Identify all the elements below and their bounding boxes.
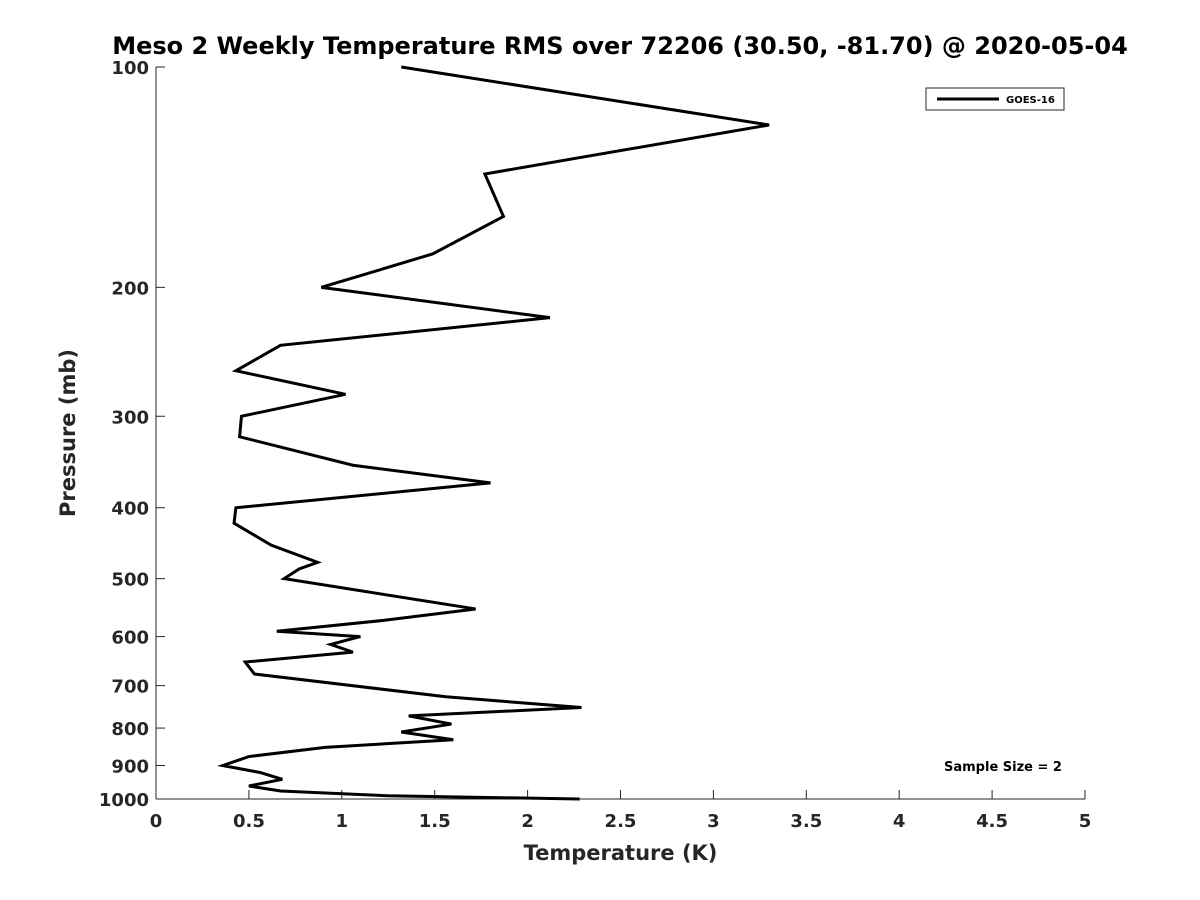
axes — [155, 67, 1085, 800]
x-tick-label: 4.5 — [976, 811, 1008, 832]
y-tick-label: 600 — [111, 628, 149, 649]
legend: GOES-16 — [925, 87, 1065, 111]
x-tick-label: 5 — [1079, 811, 1092, 832]
y-tick-label: 700 — [111, 677, 149, 698]
y-tick-label: 300 — [111, 407, 149, 428]
sample-size-annotation: Sample Size = 2 — [944, 760, 1062, 775]
x-tick-label: 4 — [893, 811, 906, 832]
y-ticks: 100 200 300 400 500 600 700 800 900 1000 — [99, 58, 165, 811]
y-tick-label: 100 — [111, 58, 149, 79]
x-tick-label: 0 — [150, 811, 163, 832]
y-tick-label: 800 — [111, 719, 149, 740]
x-ticks: 0 0.5 1 1.5 2 2.5 3 3.5 4 4.5 5 — [150, 790, 1092, 832]
y-axis-label: Pressure (mb) — [56, 349, 80, 517]
x-tick-label: 2 — [521, 811, 534, 832]
x-tick-label: 3.5 — [790, 811, 822, 832]
x-tick-label: 0.5 — [233, 811, 265, 832]
chart-title: Meso 2 Weekly Temperature RMS over 72206… — [112, 32, 1128, 60]
y-tick-label: 200 — [111, 278, 149, 299]
series-group — [217, 65, 770, 801]
x-axis-label: Temperature (K) — [524, 841, 718, 865]
y-tick-label: 1000 — [99, 790, 149, 811]
y-tick-label: 400 — [111, 499, 149, 520]
x-tick-label: 1.5 — [419, 811, 451, 832]
y-tick-label: 900 — [111, 757, 149, 778]
x-tick-label: 1 — [336, 811, 349, 832]
legend-label-goes-16: GOES-16 — [1006, 95, 1055, 106]
x-tick-label: 3 — [707, 811, 720, 832]
x-tick-label: 2.5 — [605, 811, 637, 832]
y-tick-label: 500 — [111, 570, 149, 591]
series-line-goes-16 — [217, 65, 770, 801]
